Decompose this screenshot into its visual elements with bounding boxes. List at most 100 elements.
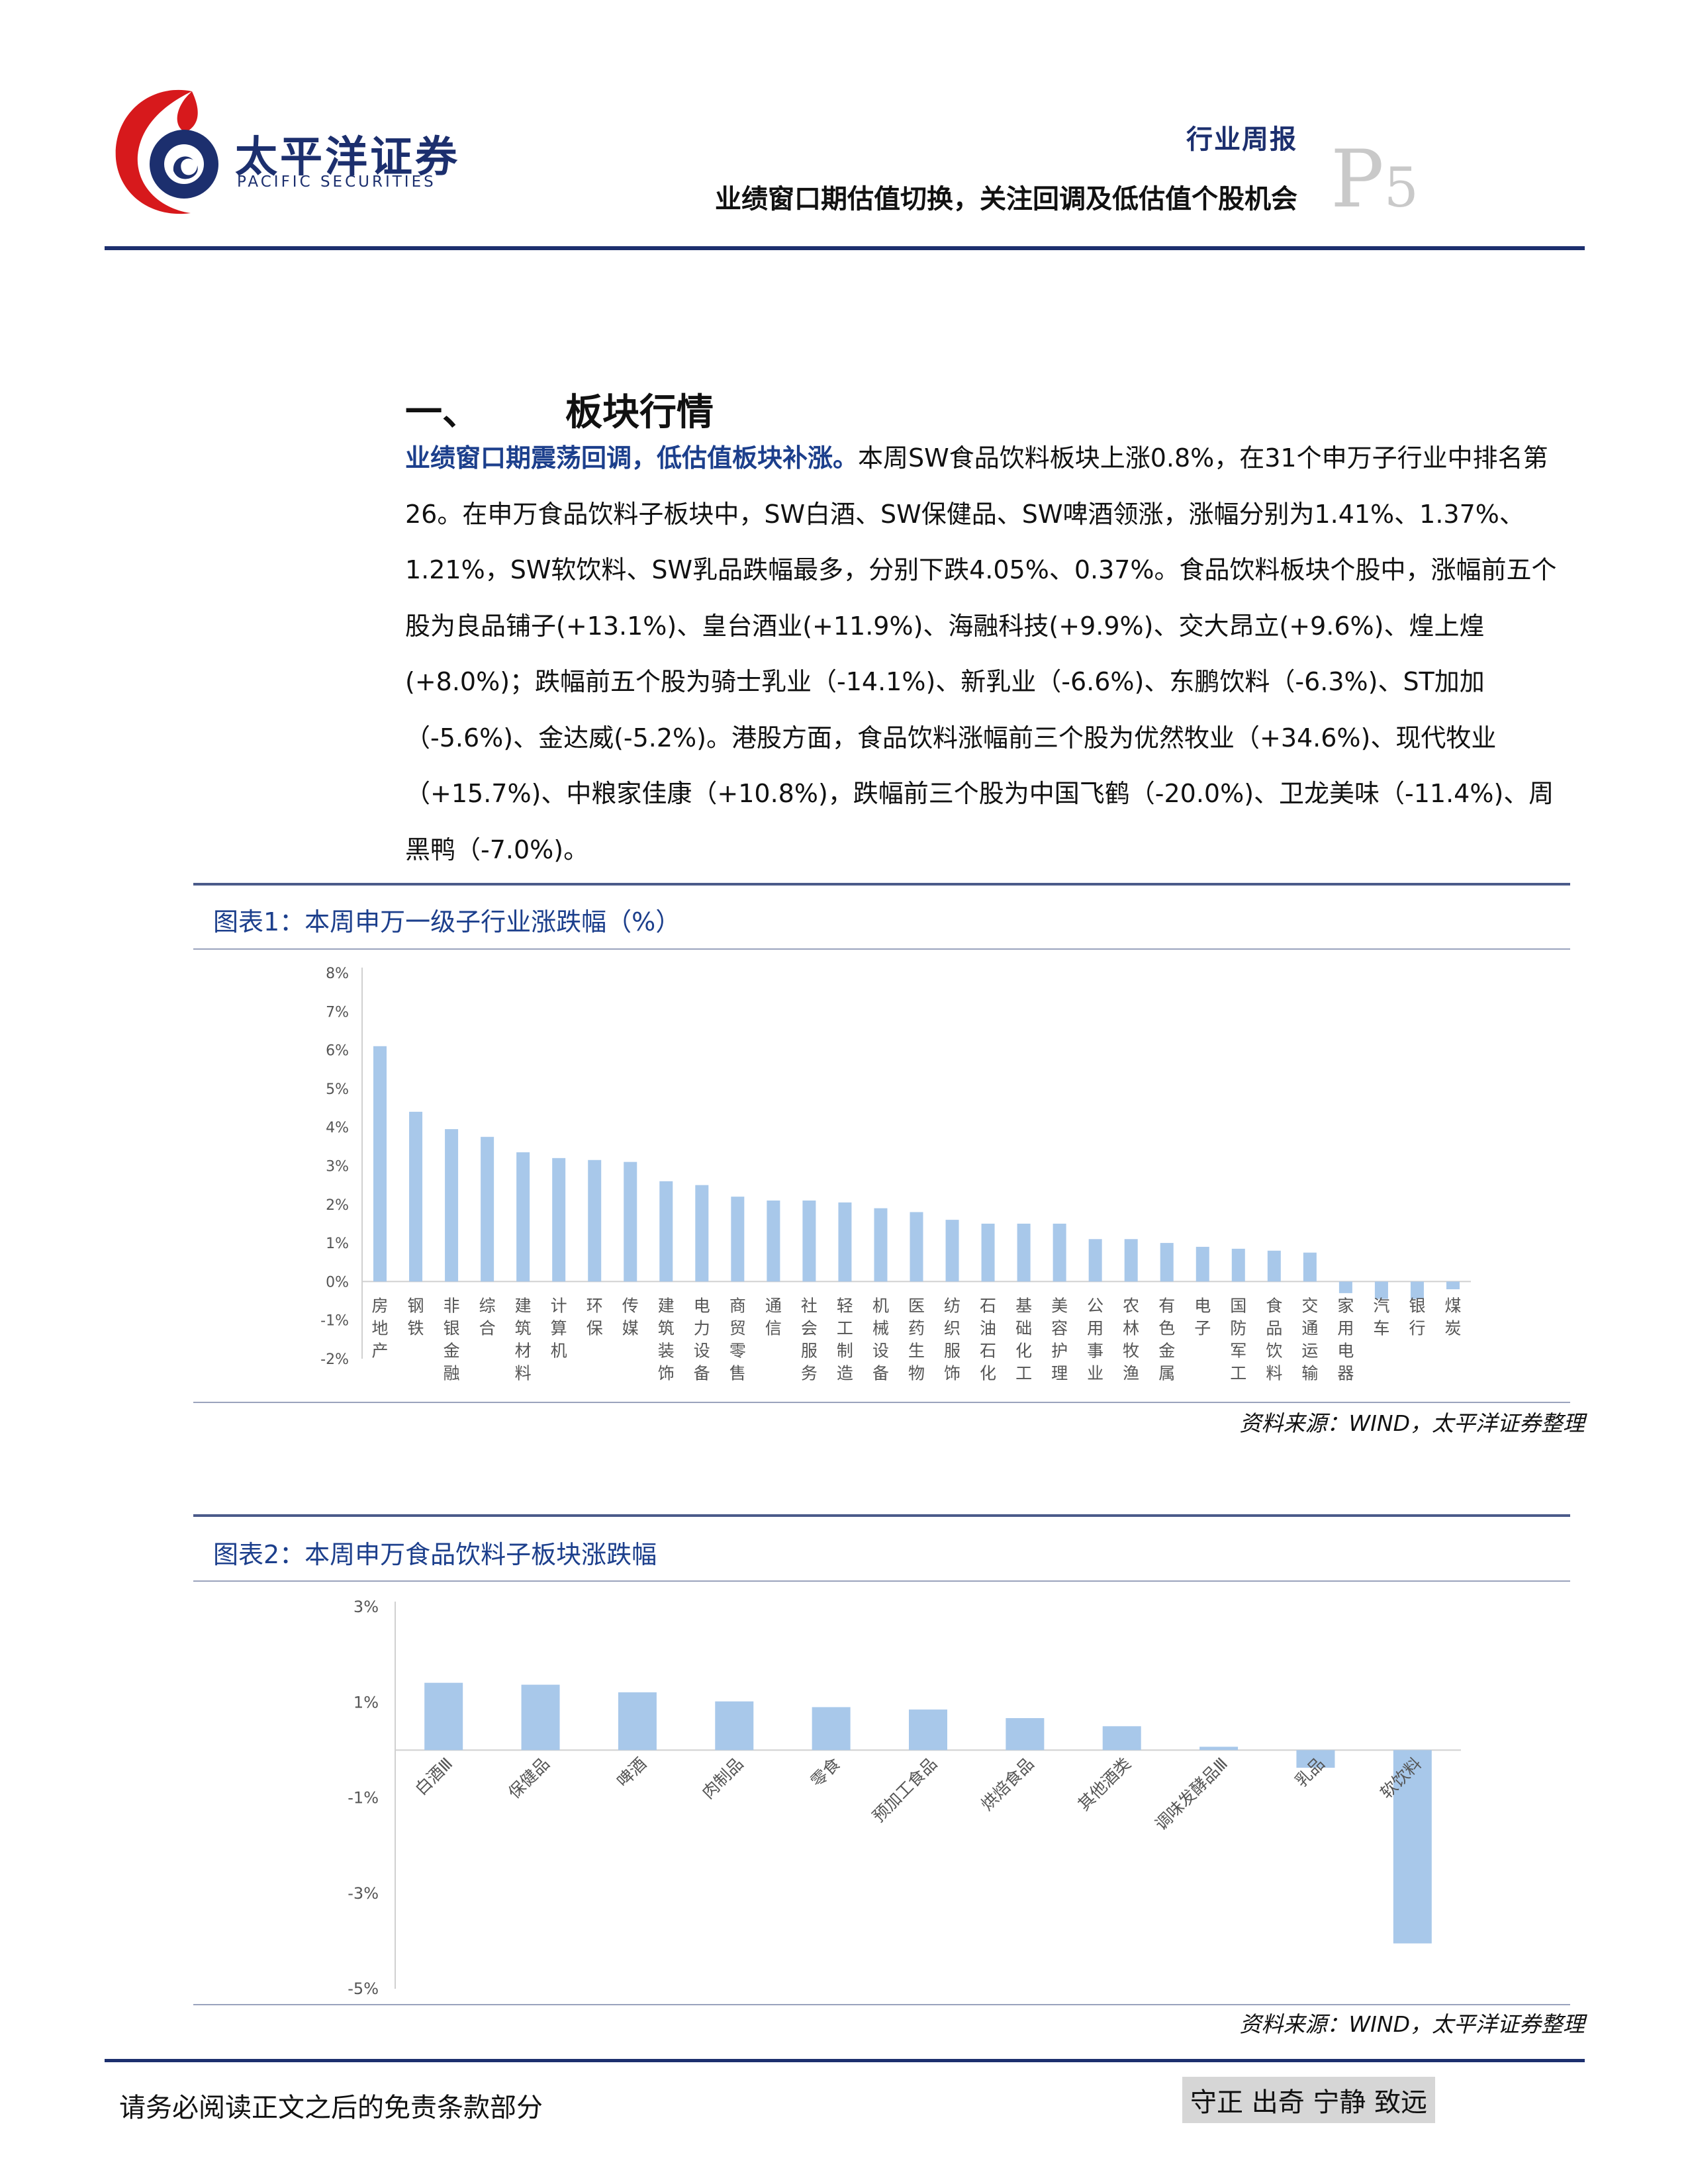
chart1-x-tick-label: 通信 [765, 1296, 782, 1338]
chart1-industry-returns: 8% 7% 6% 5% 4% 3% 2% 1% 0% -1% -2% 房地产 钢铁 非银金融 综合 建筑材料 计… [320, 966, 1471, 1383]
chart1-x-tick-label: 建筑材料 [515, 1296, 532, 1383]
chart2-x-tick-label: 调味发酵品Ⅲ [1151, 1754, 1231, 1834]
chart1-x-tick-label: 基础化工 [1015, 1296, 1032, 1383]
chart1-x-tick-label: 建筑装饰 [658, 1296, 675, 1383]
chart1-bar [1124, 1239, 1138, 1282]
chart1-y-tick-label: 1% [326, 1236, 349, 1252]
chart2-top-rule [193, 1514, 1570, 1517]
header-divider [105, 246, 1585, 250]
section-title: 板块行情 [565, 391, 714, 434]
chart2-x-tick-label: 白酒Ⅲ [411, 1754, 456, 1799]
paragraph-body: 本周SW食品饮料板块上涨0.8%，在31个申万子行业中排名第26。在申万食品饮料… [405, 443, 1557, 864]
chart1-x-tick-label: 有色金属 [1158, 1296, 1175, 1383]
chart1-y-tick-label: -1% [320, 1313, 349, 1330]
brand-name-en: PACIFIC SECURITIES [237, 173, 436, 191]
chart1-x-tick-label: 非银金融 [444, 1296, 460, 1383]
chart1-bar [695, 1185, 709, 1282]
chart1-bar [981, 1223, 995, 1282]
footer-disclaimer: 请务必阅读正文之后的免责条款部分 [119, 2093, 543, 2123]
chart2-x-tick-label: 零食 [807, 1754, 844, 1791]
chart1-x-tick-label: 纺织服饰 [944, 1296, 961, 1383]
chart1-bar [874, 1208, 888, 1282]
chart1-bar [1374, 1281, 1388, 1299]
chart1-bar [1338, 1281, 1352, 1293]
chart2-y-tick-label: -1% [348, 1789, 379, 1807]
chart2-x-tick-label: 其他酒类 [1074, 1754, 1135, 1814]
chart2-title-rule [193, 1580, 1570, 1582]
chart1-bar [1267, 1250, 1281, 1282]
chart2-bar [521, 1684, 560, 1751]
chart2-x-tick-label: 预加工食品 [868, 1754, 941, 1826]
chart1-x-tick-label: 银行 [1409, 1296, 1425, 1338]
chart1-y-tick-label: 3% [326, 1159, 349, 1175]
chart1-x-tick-label: 电子 [1194, 1296, 1211, 1338]
chart1-bar [838, 1202, 852, 1282]
chart1-x-tick-label: 社会服务 [801, 1296, 818, 1383]
chart1-bar [802, 1200, 816, 1282]
chart1-y-tick-label: 6% [326, 1043, 349, 1060]
chart2-bottom-rule [193, 2004, 1570, 2005]
chart2-y-tick-label: 3% [353, 1598, 379, 1616]
paragraph-lead: 业绩窗口期震荡回调，低估值板块补涨。 [405, 443, 859, 473]
chart1-y-tick-label: 8% [326, 966, 349, 982]
chart1-y-tick-label: -2% [320, 1351, 349, 1368]
chart1-x-tick-label: 机械设备 [872, 1296, 889, 1383]
chart1-x-tick-label: 传媒 [622, 1296, 639, 1338]
chart1-x-tick-label: 轻工制造 [837, 1296, 853, 1383]
chart1-bar [1446, 1281, 1460, 1290]
chart1-bottom-rule [193, 1402, 1570, 1403]
chart1-title-rule [193, 948, 1570, 950]
chart1-bar [1088, 1239, 1102, 1282]
report-type: 行业周报 [1186, 124, 1297, 155]
chart1-x-tick-label: 食品饮料 [1266, 1296, 1282, 1383]
chart2-title: 图表2：本周申万食品饮料子板块涨跌幅 [213, 1540, 657, 1569]
chart2-bar [1393, 1750, 1432, 1944]
chart1-x-tick-label: 煤炭 [1444, 1296, 1461, 1338]
chart1-bar [1160, 1243, 1174, 1282]
footer-motto: 守正 出奇 宁静 致远 [1182, 2077, 1436, 2123]
chart2-x-tick-label: 烘焙食品 [977, 1754, 1037, 1814]
chart1-bar [588, 1160, 602, 1282]
chart1-bar [659, 1181, 673, 1282]
chart1-bar [1053, 1223, 1066, 1282]
chart1-x-tick-label: 医药生物 [908, 1296, 925, 1383]
chart1-source: 资料来源：WIND，太平洋证券整理 [1239, 1410, 1585, 1436]
brand-name-cn: 太平洋证券 [235, 133, 460, 182]
chart2-y-tick-label: -5% [348, 1979, 379, 1998]
chart2-bar [1199, 1747, 1239, 1751]
chart1-x-tick-label: 美容护理 [1051, 1296, 1068, 1383]
chart1-bar [731, 1197, 745, 1282]
chart1-x-tick-label: 公用事业 [1087, 1296, 1103, 1383]
chart1-x-tick-label: 家用电器 [1337, 1296, 1354, 1383]
page-letter: P [1331, 134, 1384, 226]
chart1-x-tick-label: 商贸零售 [729, 1296, 746, 1383]
section-heading: 一、 板块行情 [405, 383, 714, 436]
chart1-x-tick-label: 交通运输 [1301, 1296, 1318, 1383]
section-number: 一、 [405, 391, 479, 434]
chart2-y-tick-label: 1% [353, 1693, 379, 1711]
chart1-x-tick-label: 农林牧渔 [1123, 1296, 1139, 1383]
chart1-bar [624, 1161, 637, 1282]
chart1-x-tick-label: 石油石化 [980, 1296, 996, 1383]
footer-divider [105, 2059, 1585, 2062]
chart2-bar [1006, 1718, 1045, 1751]
chart1-bar [945, 1220, 959, 1282]
chart1-bar [409, 1111, 423, 1282]
chart1-bar [910, 1212, 923, 1282]
chart1-bar [516, 1152, 530, 1282]
page-number: P5 [1331, 140, 1419, 220]
chart2-bar [1102, 1726, 1141, 1751]
chart1-bar [1410, 1281, 1424, 1299]
page-digit: 5 [1383, 157, 1419, 220]
chart2-bar [909, 1709, 947, 1751]
chart1-x-tick-label: 电力设备 [694, 1296, 710, 1383]
chart1-y-tick-label: 0% [326, 1274, 349, 1291]
chart2-bar [424, 1682, 463, 1751]
report-title: 业绩窗口期估值切换，关注回调及低估值个股机会 [715, 184, 1297, 214]
chart1-bar [1231, 1248, 1245, 1282]
chart2-bar [618, 1692, 657, 1751]
chart1-x-tick-label: 综合 [479, 1296, 496, 1338]
chart2-x-tick-label: 保健品 [504, 1754, 553, 1803]
chart1-x-tick-label: 房地产 [372, 1296, 389, 1360]
section-paragraph: 业绩窗口期震荡回调，低估值板块补涨。本周SW食品饮料板块上涨0.8%，在31个申… [405, 430, 1570, 878]
